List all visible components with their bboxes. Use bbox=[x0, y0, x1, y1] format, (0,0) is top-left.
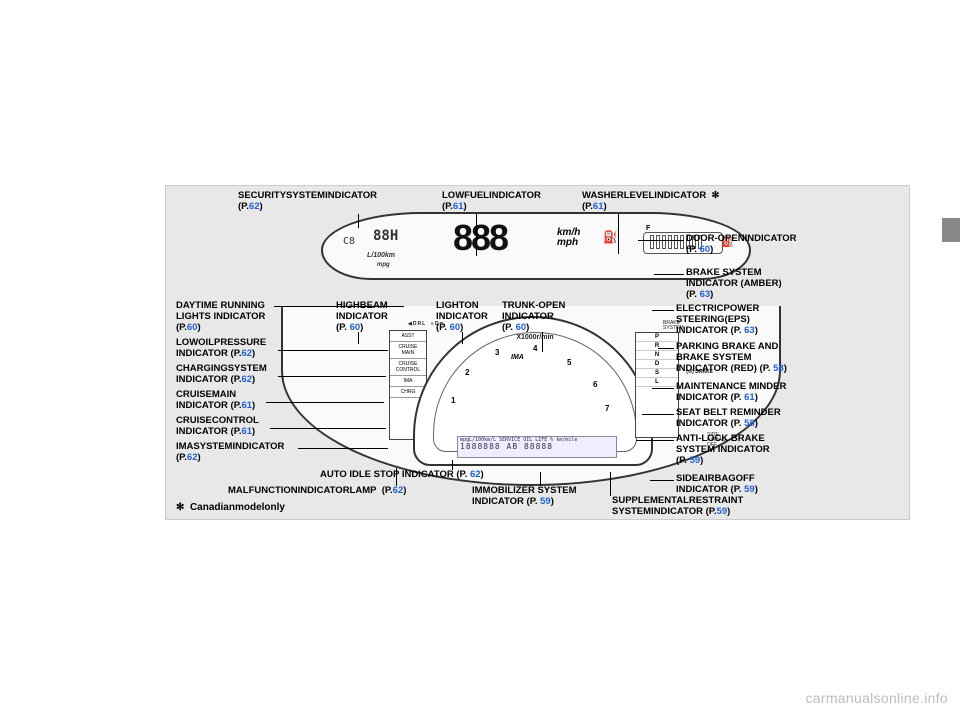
lcd-bottom: 1888888 AB 88888 bbox=[460, 443, 614, 451]
lead-imasys bbox=[298, 448, 388, 449]
lead-dooropen bbox=[638, 240, 684, 241]
label-drl: DAYTIME RUNNING LIGHTS INDICATOR (P.60) bbox=[176, 301, 265, 334]
lead-eps bbox=[652, 310, 674, 311]
lead-highbeam bbox=[358, 332, 359, 344]
label-lighton: LIGHTON INDICATOR (P. 60) bbox=[436, 301, 488, 334]
rpm-5: 5 bbox=[567, 358, 571, 367]
rpm-7: 7 bbox=[605, 404, 609, 413]
lead-security bbox=[358, 214, 359, 228]
gear-l: L bbox=[636, 378, 678, 387]
gear-p: P bbox=[636, 333, 678, 342]
temp-seg-small: C8 bbox=[343, 236, 355, 247]
lead-seatbelt bbox=[642, 414, 674, 415]
tachometer: X1000r/min IMA 1 2 3 4 5 6 7 mpgL/100km/… bbox=[413, 316, 653, 466]
lead-lighton bbox=[462, 332, 463, 344]
section-tab bbox=[942, 218, 960, 242]
label-sideairbag: SIDEAIRBAGOFF INDICATOR (P. 59) bbox=[676, 474, 758, 496]
rpm-4: 4 bbox=[533, 344, 537, 353]
lead-autoidle bbox=[452, 460, 453, 470]
page: C8 88H L/100km mpg 888 km/h mph ⛽ F ⛽ ◀D… bbox=[0, 0, 960, 714]
gear-r: R bbox=[636, 342, 678, 351]
assist-icon: ASST bbox=[390, 331, 426, 342]
label-brakesys: BRAKE SYSTEM INDICATOR (AMBER) (P. 63) bbox=[686, 268, 782, 301]
gear-n: N bbox=[636, 351, 678, 360]
rpm-6: 6 bbox=[593, 380, 597, 389]
lead-immobilizer bbox=[540, 472, 541, 486]
label-lowoil: LOWOILPRESSURE INDICATOR (P.62) bbox=[176, 338, 266, 360]
fuel-drop-icon: ⛽ bbox=[603, 230, 618, 244]
label-autoidle: AUTO IDLE STOP INDICATOR (P. 62) bbox=[320, 470, 484, 481]
ima-icon: IMA bbox=[390, 376, 426, 387]
label-abs: ANTI-LOCK BRAKE SYSTEM INDICATOR (P. 59) bbox=[676, 434, 770, 467]
label-mil: MALFUNCTIONINDICATORLAMP (P.62) bbox=[228, 486, 406, 497]
speed-readout: 888 bbox=[453, 220, 507, 256]
gauge-ima: IMA bbox=[511, 354, 524, 361]
diagram-box: C8 88H L/100km mpg 888 km/h mph ⛽ F ⛽ ◀D… bbox=[165, 185, 910, 520]
lead-lowfuel bbox=[476, 214, 477, 256]
label-immobilizer: IMMOBILIZER SYSTEM INDICATOR (P. 59) bbox=[472, 486, 577, 508]
label-seatbelt: SEAT BELT REMINDER INDICATOR (P. 58) bbox=[676, 408, 781, 430]
label-cruisectl: CRUISECONTROL INDICATOR (P.61) bbox=[176, 416, 259, 438]
label-maint: MAINTENANCE MINDER INDICATOR (P. 61) bbox=[676, 382, 786, 404]
gear-s: S bbox=[636, 369, 678, 378]
cruise-ctrl-icon: CRUISE CONTROL bbox=[390, 359, 426, 376]
lead-mil bbox=[396, 468, 397, 486]
rpm-2: 2 bbox=[465, 368, 469, 377]
lead-lowoil bbox=[278, 350, 388, 351]
lead-charging bbox=[278, 376, 386, 377]
lead-cruisectl bbox=[270, 428, 386, 429]
label-lowfuel: LOWFUELINDICATOR (P.61) bbox=[442, 191, 541, 213]
lead-srs bbox=[610, 472, 611, 496]
label-security: SECURITYSYSTEMINDICATOR (P.62) bbox=[238, 191, 377, 213]
label-charging: CHARGINGSYSTEM INDICATOR (P.62) bbox=[176, 364, 267, 386]
econ-unit-2: mpg bbox=[377, 262, 390, 268]
lead-parking bbox=[658, 348, 674, 349]
lead-sideairbag bbox=[650, 480, 674, 481]
lead-brakesys bbox=[654, 274, 684, 275]
unit-mph: mph bbox=[557, 238, 580, 248]
label-washer: WASHERLEVELINDICATOR ✻ (P.61) bbox=[582, 191, 719, 213]
lead-abs bbox=[636, 440, 674, 441]
lead-cruisemain bbox=[266, 402, 384, 403]
lcd-strip: mpgL/100km/L SERVICE OIL LIFE % km/mile … bbox=[457, 436, 617, 458]
temp-seg-big: 88H bbox=[373, 228, 398, 244]
label-highbeam: HIGHBEAM INDICATOR (P. 60) bbox=[336, 301, 388, 334]
label-cruisemain: CRUISEMAIN INDICATOR (P.61) bbox=[176, 390, 255, 412]
label-eps: ELECTRICPOWER STEERING(EPS) INDICATOR (P… bbox=[676, 304, 759, 337]
label-srs: SUPPLEMENTALRESTRAINT SYSTEMINDICATOR (P… bbox=[612, 496, 743, 518]
lead-washer bbox=[618, 214, 619, 254]
label-trunk: TRUNK-OPEN INDICATOR (P. 60) bbox=[502, 301, 565, 334]
label-imasys: IMASYSTEMINDICATOR (P.62) bbox=[176, 442, 284, 464]
cruise-main-icon: CRUISE MAIN bbox=[390, 342, 426, 359]
label-parking: PARKING BRAKE AND BRAKE SYSTEM INDICATOR… bbox=[676, 342, 787, 375]
rpm-1: 1 bbox=[451, 396, 455, 405]
econ-unit-1: L/100km bbox=[367, 252, 395, 259]
rpm-3: 3 bbox=[495, 348, 499, 357]
fuel-f: F bbox=[646, 225, 650, 232]
lead-trunk bbox=[542, 332, 543, 352]
lead-maint bbox=[652, 388, 674, 389]
footnote: ✻ Canadianmodelonly bbox=[176, 502, 285, 513]
gear-d: D bbox=[636, 360, 678, 369]
watermark: carmanualsonline.info bbox=[806, 690, 949, 706]
speed-units: km/h mph bbox=[557, 228, 580, 248]
label-dooropen: DOOR-OPENINDICATOR (P. 60) bbox=[686, 234, 796, 256]
